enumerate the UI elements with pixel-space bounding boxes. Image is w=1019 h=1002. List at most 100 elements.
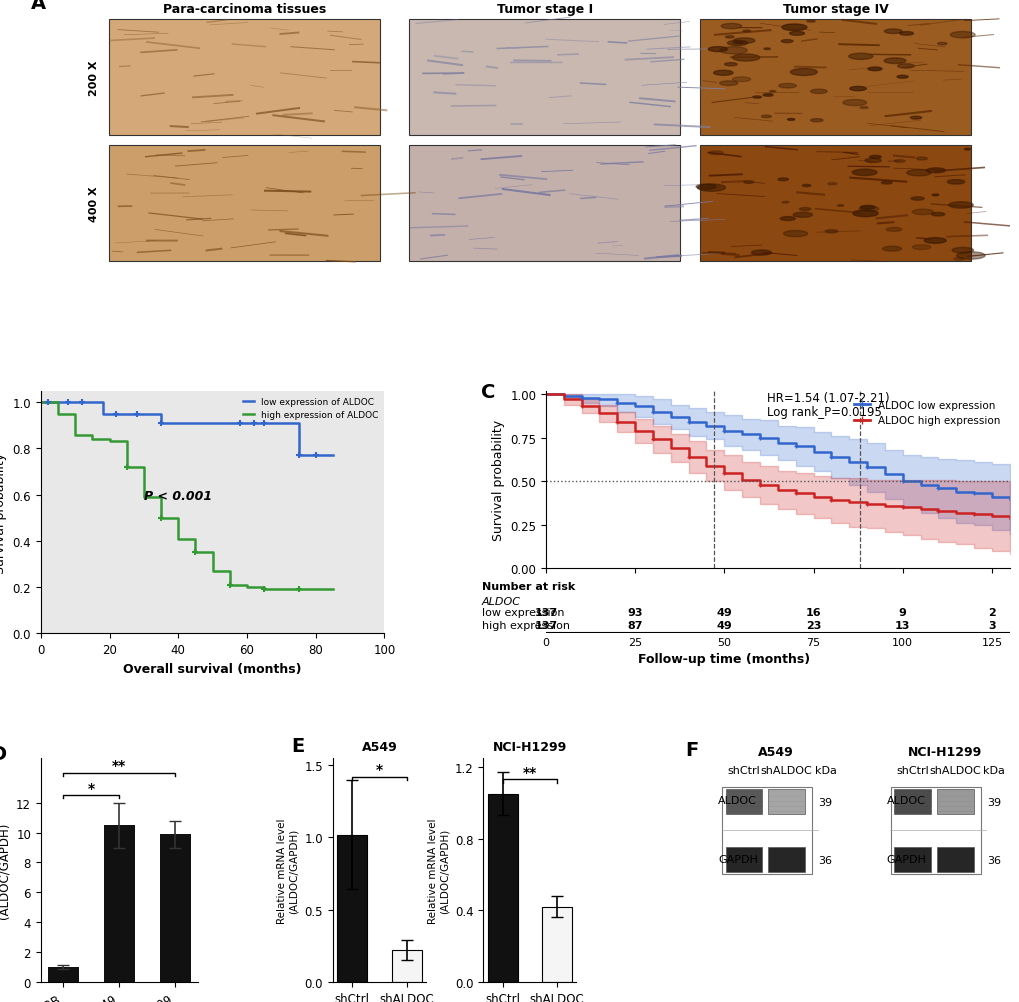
Circle shape bbox=[883, 59, 905, 64]
Text: shCtrl: shCtrl bbox=[727, 765, 759, 775]
low expression of ALDOC bbox=[258, 418, 270, 430]
Circle shape bbox=[752, 97, 760, 99]
Text: 16: 16 bbox=[805, 608, 820, 618]
Circle shape bbox=[787, 119, 794, 121]
Circle shape bbox=[806, 21, 814, 23]
Circle shape bbox=[789, 32, 804, 36]
Circle shape bbox=[956, 253, 984, 260]
Circle shape bbox=[762, 94, 772, 97]
Text: ALDOC: ALDOC bbox=[481, 597, 520, 606]
low expression of ALDOC bbox=[130, 409, 143, 421]
low expression of ALDOC bbox=[206, 418, 218, 430]
Circle shape bbox=[852, 210, 877, 217]
low expression of ALDOC bbox=[97, 409, 109, 421]
Text: 100: 100 bbox=[892, 637, 912, 647]
Circle shape bbox=[760, 116, 770, 118]
high expression of ALDOC bbox=[240, 581, 253, 593]
Text: 137: 137 bbox=[534, 620, 557, 630]
Text: 25: 25 bbox=[628, 637, 642, 647]
high expression of ALDOC bbox=[69, 429, 82, 441]
Circle shape bbox=[896, 76, 907, 79]
high expression of ALDOC bbox=[87, 434, 99, 446]
Circle shape bbox=[923, 238, 946, 244]
Text: 137: 137 bbox=[534, 608, 557, 618]
Circle shape bbox=[953, 259, 963, 261]
high expression of ALDOC bbox=[310, 584, 322, 596]
Circle shape bbox=[858, 207, 877, 212]
Title: NCI-H1299: NCI-H1299 bbox=[492, 739, 567, 753]
Circle shape bbox=[897, 65, 913, 69]
Text: ALDOC: ALDOC bbox=[886, 796, 924, 806]
Circle shape bbox=[783, 231, 807, 237]
Circle shape bbox=[790, 69, 816, 76]
Text: 13: 13 bbox=[895, 620, 910, 630]
Bar bbox=[160, 835, 191, 982]
high expression of ALDOC bbox=[292, 584, 305, 596]
Circle shape bbox=[780, 217, 795, 221]
Bar bbox=[409, 146, 680, 262]
FancyBboxPatch shape bbox=[767, 848, 804, 873]
low expression of ALDOC bbox=[178, 418, 191, 430]
low expression of ALDOC bbox=[110, 409, 122, 421]
Text: Follow-up time (months): Follow-up time (months) bbox=[638, 652, 810, 665]
Text: 49: 49 bbox=[715, 608, 732, 618]
Bar bbox=[109, 146, 380, 262]
Circle shape bbox=[842, 100, 866, 106]
Text: 0: 0 bbox=[542, 637, 549, 647]
Bar bbox=[542, 907, 572, 982]
low expression of ALDOC bbox=[292, 450, 305, 462]
Circle shape bbox=[910, 117, 921, 120]
FancyBboxPatch shape bbox=[894, 790, 930, 815]
Text: 39: 39 bbox=[986, 797, 1001, 807]
Circle shape bbox=[810, 90, 826, 94]
Text: shALDOC: shALDOC bbox=[760, 765, 812, 775]
Circle shape bbox=[782, 202, 788, 203]
Circle shape bbox=[708, 151, 722, 155]
Text: 39: 39 bbox=[817, 797, 832, 807]
Text: 3: 3 bbox=[987, 620, 995, 630]
Text: high expression: high expression bbox=[481, 620, 570, 630]
Text: 400 X: 400 X bbox=[89, 186, 99, 221]
low expression of ALDOC bbox=[248, 418, 260, 430]
Text: 200 X: 200 X bbox=[89, 60, 99, 96]
Title: A549: A549 bbox=[758, 745, 794, 759]
low expression of ALDOC bbox=[155, 418, 167, 430]
Circle shape bbox=[894, 160, 904, 163]
Text: 87: 87 bbox=[627, 620, 642, 630]
FancyBboxPatch shape bbox=[894, 848, 930, 873]
Circle shape bbox=[951, 248, 973, 254]
high expression of ALDOC bbox=[258, 584, 270, 596]
Circle shape bbox=[751, 250, 770, 256]
Text: Para-carcinoma tissues: Para-carcinoma tissues bbox=[162, 3, 326, 16]
X-axis label: Overall survival (months): Overall survival (months) bbox=[123, 662, 302, 675]
Circle shape bbox=[899, 32, 913, 36]
Circle shape bbox=[719, 82, 737, 86]
Circle shape bbox=[793, 213, 812, 218]
Circle shape bbox=[936, 43, 946, 46]
Circle shape bbox=[713, 71, 733, 76]
Circle shape bbox=[707, 47, 727, 52]
low expression of ALDOC bbox=[62, 397, 74, 409]
Circle shape bbox=[696, 184, 715, 190]
Circle shape bbox=[742, 31, 750, 33]
Circle shape bbox=[810, 119, 822, 122]
Text: F: F bbox=[685, 740, 698, 760]
Circle shape bbox=[883, 30, 901, 34]
Circle shape bbox=[859, 107, 867, 109]
Bar bbox=[109, 20, 380, 136]
Circle shape bbox=[720, 24, 741, 30]
high expression of ALDOC bbox=[172, 533, 184, 545]
Text: C: C bbox=[481, 383, 495, 402]
Circle shape bbox=[849, 87, 865, 91]
Text: Log rank_P=0.0195: Log rank_P=0.0195 bbox=[766, 406, 881, 419]
high expression of ALDOC bbox=[190, 547, 202, 559]
high expression of ALDOC bbox=[120, 462, 132, 474]
Circle shape bbox=[781, 40, 792, 44]
Line: low expression of ALDOC: low expression of ALDOC bbox=[41, 403, 332, 456]
Circle shape bbox=[743, 181, 753, 184]
Circle shape bbox=[697, 184, 725, 192]
Circle shape bbox=[864, 159, 880, 163]
Text: D: D bbox=[0, 744, 7, 764]
Bar bbox=[48, 967, 78, 982]
Y-axis label: Relative mRNA level
(ALDOC/GAPDH): Relative mRNA level (ALDOC/GAPDH) bbox=[427, 818, 449, 923]
